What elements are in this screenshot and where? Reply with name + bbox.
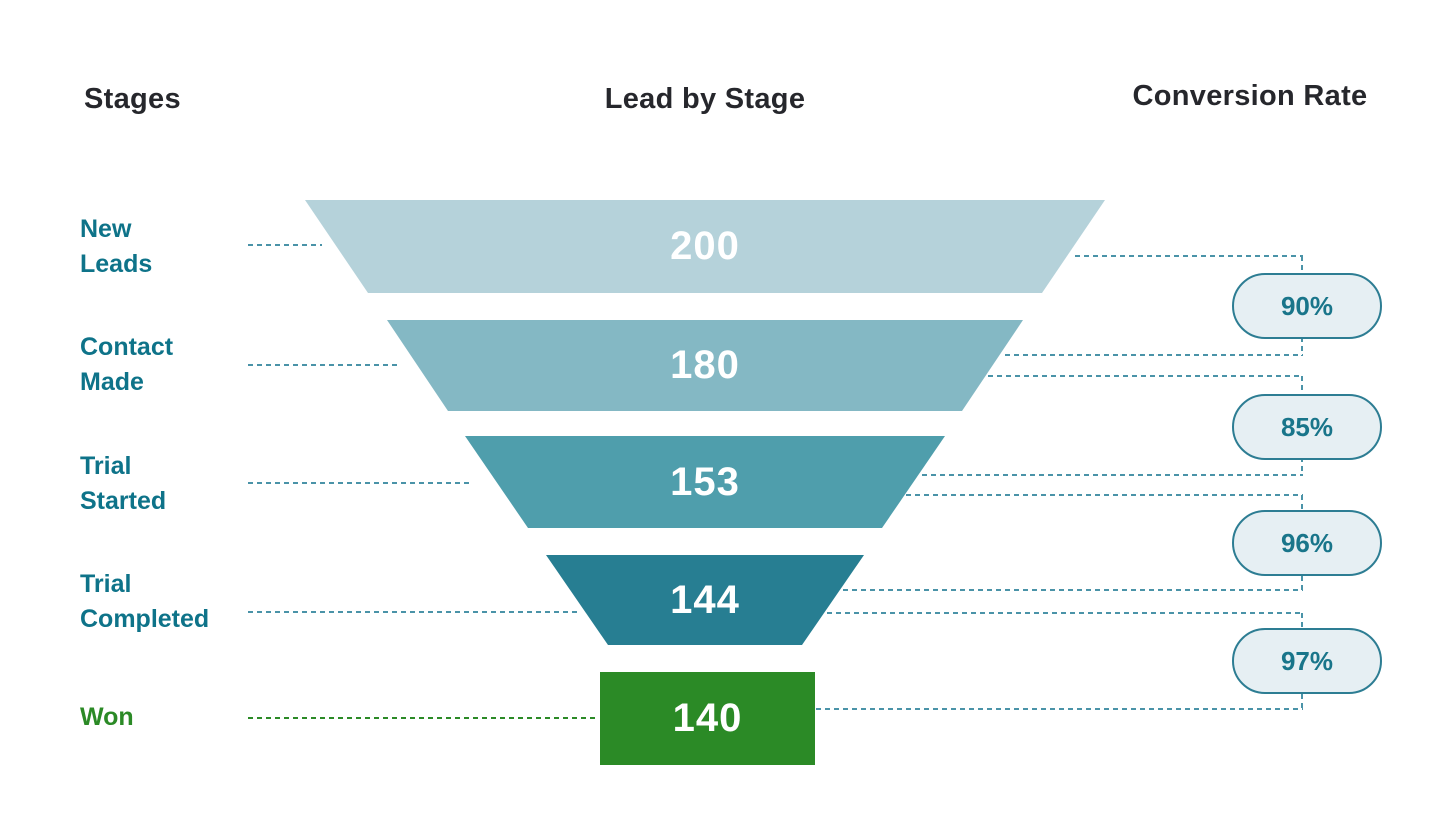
leader-line-contact-made bbox=[248, 364, 400, 366]
stage-label-contact-made: Contact Made bbox=[80, 333, 174, 396]
connector-line-stage2-in bbox=[1005, 354, 1303, 356]
conversion-rate-value-4: 97% bbox=[1280, 645, 1334, 676]
conversion-rate-value-3: 96% bbox=[1280, 527, 1334, 558]
connector-line-stage1-out bbox=[1075, 255, 1303, 257]
stage-value-contact-made: 180 bbox=[670, 343, 740, 387]
conversion-pill-1: 90% bbox=[1232, 273, 1382, 339]
stage-label-won: Won bbox=[80, 703, 134, 731]
stage-label-trial-started: Trial Started bbox=[80, 452, 167, 515]
connector-line-stage4-out bbox=[827, 612, 1303, 614]
funnel-stage-new-leads: 200 bbox=[305, 200, 1105, 293]
stage-value-new-leads: 200 bbox=[670, 224, 740, 268]
stages-column-title: Stages bbox=[84, 83, 181, 115]
leader-line-won bbox=[248, 717, 598, 719]
stage-label-trial-completed: Trial Completed bbox=[80, 570, 210, 633]
stage-value-trial-completed: 144 bbox=[670, 577, 740, 622]
chart-title: Lead by Stage bbox=[604, 83, 806, 115]
connector-line-stage4-in bbox=[843, 589, 1303, 591]
funnel-stage-contact-made: 180 bbox=[387, 320, 1023, 411]
leader-line-new-leads bbox=[248, 244, 322, 246]
connector-line-stage3-out bbox=[906, 494, 1303, 496]
stage-value-won: 140 bbox=[672, 696, 743, 740]
connector-line-stage2-out bbox=[988, 375, 1303, 377]
stage-label-new-leads: New Leads bbox=[80, 215, 153, 278]
conversion-pill-3: 96% bbox=[1232, 510, 1382, 576]
stage-value-trial-started: 153 bbox=[670, 459, 740, 504]
funnel-stage-trial-completed: 144 bbox=[546, 555, 864, 645]
conversion-rate-value-2: 85% bbox=[1280, 411, 1334, 442]
conversion-pill-2: 85% bbox=[1232, 394, 1382, 460]
conversion-rate-value-1: 90% bbox=[1280, 290, 1334, 321]
connector-line-stage3-in bbox=[922, 474, 1303, 476]
funnel-stage-trial-started: 153 bbox=[465, 436, 945, 528]
leader-line-trial-completed bbox=[248, 611, 578, 613]
leader-line-trial-started bbox=[248, 482, 472, 484]
funnel-body: 200 180 153 144 140 bbox=[305, 200, 1105, 765]
funnel-stage-won: 140 bbox=[600, 672, 815, 765]
conversion-column-title: Conversion Rate bbox=[1132, 80, 1368, 112]
connector-line-stage5-in bbox=[816, 708, 1303, 710]
conversion-pill-4: 97% bbox=[1232, 628, 1382, 694]
